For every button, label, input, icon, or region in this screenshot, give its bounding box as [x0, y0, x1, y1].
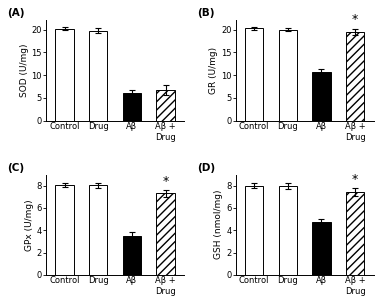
Bar — [278, 29, 297, 121]
Text: *: * — [352, 173, 358, 186]
Y-axis label: GR (U/mg): GR (U/mg) — [209, 47, 218, 94]
Y-axis label: GSH (nmol/mg): GSH (nmol/mg) — [214, 190, 223, 259]
Text: (B): (B) — [197, 9, 214, 19]
Bar — [89, 185, 107, 275]
Bar — [156, 194, 175, 275]
Bar — [89, 31, 107, 121]
Text: (A): (A) — [7, 9, 25, 19]
Bar — [156, 90, 175, 121]
Bar — [55, 29, 74, 121]
Bar — [346, 192, 364, 275]
Bar — [123, 236, 141, 275]
Bar — [123, 93, 141, 121]
Text: *: * — [352, 13, 358, 26]
Bar — [278, 186, 297, 275]
Bar — [245, 186, 264, 275]
Y-axis label: SOD (U/mg): SOD (U/mg) — [19, 44, 29, 97]
Text: *: * — [162, 175, 169, 188]
Text: (C): (C) — [7, 163, 24, 173]
Bar — [55, 185, 74, 275]
Y-axis label: GPx (U/mg): GPx (U/mg) — [25, 199, 34, 250]
Bar — [312, 223, 331, 275]
Bar — [346, 32, 364, 121]
Bar — [312, 72, 331, 121]
Text: (D): (D) — [197, 163, 215, 173]
Bar — [245, 28, 264, 121]
